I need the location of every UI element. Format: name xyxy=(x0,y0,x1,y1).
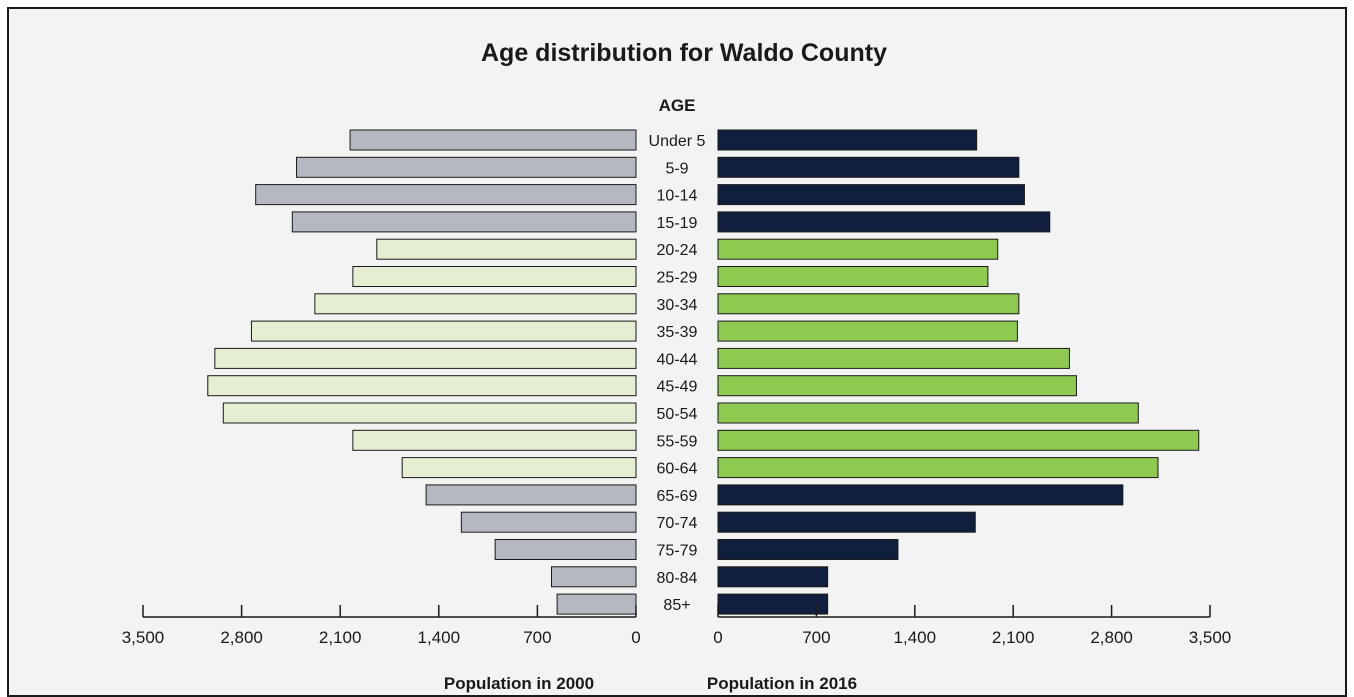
age-group-label: 20-24 xyxy=(657,242,698,259)
x-tick-label-right: 2,800 xyxy=(1090,628,1133,647)
x-tick-label-left: 1,400 xyxy=(418,628,461,647)
age-group-label: 40-44 xyxy=(657,351,698,368)
population-pyramid-chart: Age distribution for Waldo County AGE Un… xyxy=(122,39,1232,693)
age-group-label: 65-69 xyxy=(657,488,698,505)
bars-2016 xyxy=(717,129,1200,615)
bar-2016-45-49 xyxy=(717,375,1077,397)
bar-2016-65-69 xyxy=(717,484,1124,506)
x-tick-label-right: 700 xyxy=(802,628,830,647)
x-tick-label-right: 1,400 xyxy=(894,628,937,647)
age-group-label: 25-29 xyxy=(657,270,698,287)
bar-2000-45-49 xyxy=(207,375,637,397)
bar-2000-60-64 xyxy=(401,457,637,479)
age-group-label: 60-64 xyxy=(657,461,698,478)
age-group-label: Under 5 xyxy=(649,133,706,150)
age-group-label: 75-79 xyxy=(657,543,698,560)
bar-2016-80-84 xyxy=(717,566,829,588)
x-tick-label-left: 2,800 xyxy=(220,628,263,647)
bar-2000-75-79 xyxy=(494,539,637,560)
age-group-label: 5-9 xyxy=(665,160,688,177)
bar-2000-70-74 xyxy=(460,511,637,533)
bar-2016-60-64 xyxy=(717,457,1159,479)
bar-2016-20-24 xyxy=(717,238,999,260)
bar-2000-10-14 xyxy=(255,184,637,206)
x-tick-label-left: 0 xyxy=(631,628,640,647)
age-group-label: 55-59 xyxy=(657,433,698,450)
age-axis-label: AGE xyxy=(659,96,696,115)
bar-2016-55-59 xyxy=(717,429,1200,451)
age-group-label: 35-39 xyxy=(657,324,698,341)
bar-2016-10-14 xyxy=(717,184,1025,206)
chart-frame: Age distribution for Waldo County AGE Un… xyxy=(7,7,1347,697)
bar-2016-under-5 xyxy=(717,129,978,151)
bar-2016-5-9 xyxy=(717,156,1020,178)
bar-2016-70-74 xyxy=(717,511,976,533)
bar-2000-40-44 xyxy=(214,347,637,369)
age-group-label: 45-49 xyxy=(657,379,698,396)
bar-2000-5-9 xyxy=(296,156,637,178)
x-axis-right: 0 700 1,400 2,100 2,800 3,500 xyxy=(713,605,1231,647)
bar-2000-55-59 xyxy=(352,429,637,451)
x-tick-label-left: 700 xyxy=(523,628,551,647)
x-axis-left: 0 700 1,400 2,100 2,800 3,500 xyxy=(122,605,641,647)
bar-2016-85+ xyxy=(717,593,829,615)
bar-2016-40-44 xyxy=(717,347,1070,369)
bar-2000-20-24 xyxy=(376,238,637,260)
age-group-labels: Under 5 5-9 10-14 15-19 20-24 25-29 30-34 35-39… xyxy=(649,133,706,614)
x-axis-label-2016: Population in 2016 xyxy=(707,674,857,693)
bar-2000-under-5 xyxy=(349,129,637,151)
age-group-label: 80-84 xyxy=(657,570,698,587)
bar-2000-15-19 xyxy=(291,211,637,233)
bar-2000-80-84 xyxy=(550,566,637,588)
chart-title: Age distribution for Waldo County xyxy=(481,39,887,67)
bar-2016-35-39 xyxy=(717,320,1018,342)
x-tick-label-left: 3,500 xyxy=(122,628,165,647)
bar-2000-35-39 xyxy=(250,320,637,342)
x-tick-label-right: 2,100 xyxy=(992,628,1035,647)
bar-2016-25-29 xyxy=(717,266,989,287)
age-group-label: 30-34 xyxy=(657,297,698,314)
bar-2000-50-54 xyxy=(222,402,637,424)
age-group-label: 10-14 xyxy=(657,188,698,205)
x-axis-label-2000: Population in 2000 xyxy=(444,674,594,693)
bar-2000-30-34 xyxy=(314,293,637,315)
bar-2016-75-79 xyxy=(717,539,899,560)
age-group-label: 70-74 xyxy=(657,515,698,532)
x-tick-label-left: 2,100 xyxy=(319,628,362,647)
x-tick-label-right: 0 xyxy=(713,628,722,647)
age-group-label: 50-54 xyxy=(657,406,698,423)
age-group-label: 15-19 xyxy=(657,215,698,232)
bar-2000-65-69 xyxy=(425,484,637,506)
bar-2016-15-19 xyxy=(717,211,1051,233)
bar-2000-85+ xyxy=(556,593,637,615)
bar-2000-25-29 xyxy=(352,266,637,287)
bar-2016-50-54 xyxy=(717,402,1139,424)
bars-2000 xyxy=(207,129,637,615)
age-group-label: 85+ xyxy=(663,597,690,614)
bar-2016-30-34 xyxy=(717,293,1020,315)
x-tick-label-right: 3,500 xyxy=(1189,628,1232,647)
